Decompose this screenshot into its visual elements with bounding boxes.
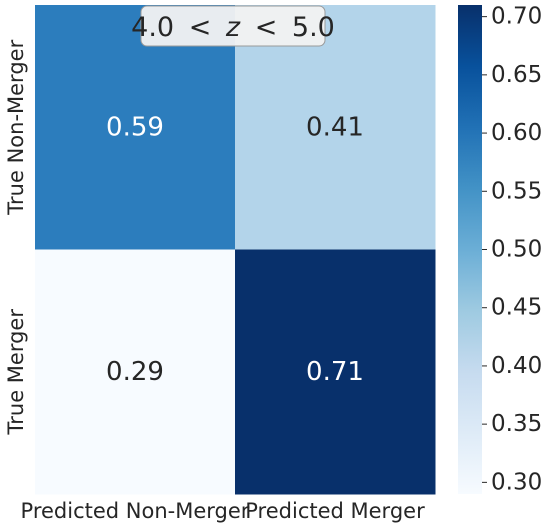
title-variable: z <box>225 12 241 43</box>
colorbar-tick-label-4: 0.50 <box>491 237 542 263</box>
colorbar: 0.30 0.35 0.40 0.45 0.50 0.55 0.60 0.65 0.70 <box>458 4 542 495</box>
colorbar-tick-label-1: 0.35 <box>491 411 542 437</box>
colorbar-tick-label-0: 0.30 <box>491 469 542 495</box>
colorbar-tick-label-7: 0.65 <box>491 62 542 88</box>
y-axis-labels: True Non-Merger True Merger <box>4 39 28 435</box>
colorbar-tick-label-8: 0.70 <box>491 4 542 30</box>
heatmap-cells <box>35 5 436 495</box>
col-label-1: Predicted Merger <box>245 499 425 523</box>
colorbar-tick-label-5: 0.55 <box>491 178 542 204</box>
heatmap-value-labels: 0.59 0.41 0.29 0.71 <box>106 112 364 387</box>
row-label-0: True Non-Merger <box>4 39 28 215</box>
title-op-1: < <box>189 12 212 43</box>
colorbar-tick-label-6: 0.60 <box>491 120 542 146</box>
title-op-2: < <box>255 12 278 43</box>
cell-value-label-0-0: 0.59 <box>106 112 164 142</box>
row-label-1: True Merger <box>4 309 28 436</box>
col-label-0: Predicted Non-Merger <box>21 499 250 523</box>
svg-text:4.0 < z <: 4.0 < z < 5.0 <box>131 12 335 43</box>
cell-value-label-1-1: 0.71 <box>306 357 364 387</box>
heatmap-cell-1-1 <box>235 249 436 495</box>
title-right-value: 5.0 <box>292 12 335 43</box>
cell-value-label-1-0: 0.29 <box>106 357 164 387</box>
colorbar-ticks: 0.30 0.35 0.40 0.45 0.50 0.55 0.60 0.65 0.70 <box>482 4 542 495</box>
title-left-value: 4.0 <box>131 12 174 43</box>
title-box <box>140 5 326 47</box>
cell-value-label-0-1: 0.41 <box>306 112 364 142</box>
heatmap-cell-1-0 <box>35 249 236 495</box>
colorbar-tick-label-3: 0.45 <box>491 295 542 321</box>
chart-title: 4.0 < z < 5.0 <box>131 5 335 47</box>
colorbar-tick-label-2: 0.40 <box>491 353 542 379</box>
colorbar-gradient <box>458 5 482 494</box>
